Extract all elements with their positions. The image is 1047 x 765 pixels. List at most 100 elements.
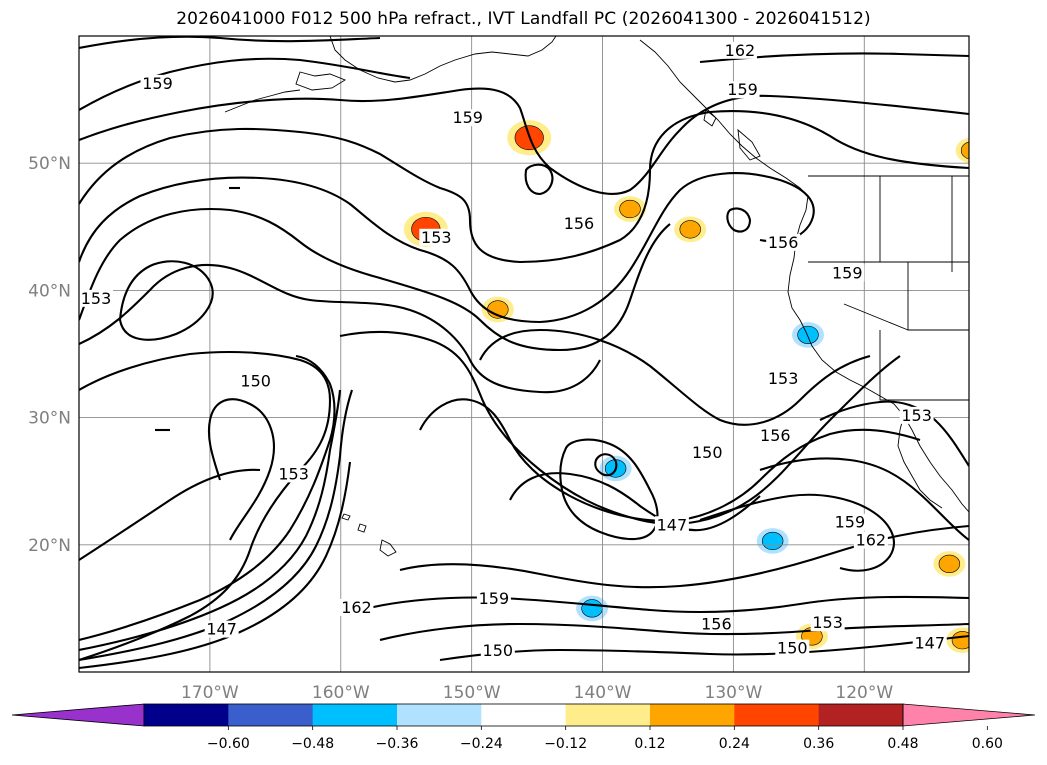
contour-label: 162 — [856, 531, 887, 550]
contour-label-bg — [339, 598, 374, 616]
ivt-shaded-region — [933, 551, 966, 577]
contour-label-bg — [238, 372, 273, 390]
contour-label: 150 — [777, 639, 808, 658]
colorbar-tick-label: 0.36 — [803, 736, 834, 752]
lon-tick-label: 150°W — [443, 683, 501, 703]
contour-label-bg — [832, 513, 867, 531]
colorbar-segment — [481, 704, 567, 726]
ivt-outer-fill — [955, 137, 969, 164]
colorbar-tick-label: 0.48 — [887, 736, 918, 752]
colorbar-segment — [734, 704, 820, 726]
contour-label-bg — [810, 614, 845, 632]
contour-label: 156 — [701, 614, 732, 633]
contour-label-bg — [899, 406, 934, 424]
contour-label-bg — [758, 427, 793, 445]
contour-label-bg — [476, 590, 511, 608]
ivt-inner-fill — [679, 220, 701, 239]
ivt-shaded-region — [756, 528, 789, 554]
lon-tick-label: 160°W — [312, 683, 370, 703]
contour-label: 159 — [835, 513, 866, 532]
colorbar: −0.60 −0.48 −0.36 −0.24 −0.12 0.12 0.24 0.36 0.4… — [11, 703, 1036, 752]
contour-label: 150 — [692, 443, 723, 462]
ivt-shaded-region — [955, 137, 969, 164]
contour-label-bg — [480, 642, 515, 660]
contour-label: 153 — [421, 228, 452, 247]
colorbar-frame — [143, 703, 904, 727]
colorbar-tick-label: 0.24 — [719, 736, 750, 752]
ivt-shaded-region — [946, 627, 969, 653]
contour-label: 147 — [206, 620, 237, 639]
contour-label-bg — [775, 639, 810, 657]
colorbar-tick-label: −0.60 — [207, 736, 250, 752]
contour-label-bg — [725, 81, 760, 99]
colorbar-tick-label: 0.12 — [634, 736, 665, 752]
lon-tick-label: 120°W — [835, 683, 893, 703]
ivt-inner-fill — [938, 554, 961, 573]
contour-label: 159 — [727, 80, 758, 99]
contour-label: 153 — [81, 289, 112, 308]
lon-tick-label: 140°W — [574, 683, 632, 703]
contour-label-bg — [912, 634, 947, 652]
colorbar-segment — [397, 704, 482, 726]
colorbar-extend-high — [902, 703, 1036, 727]
contour-label: 162 — [341, 598, 372, 617]
contour-label: 153 — [812, 613, 843, 632]
lon-tick-label: 170°W — [181, 683, 239, 703]
axis-tick-labels: 50°N 40°N 30°N 20°N 170°W 160°W 150°W 140°W 130°… — [28, 154, 893, 703]
contour-label: 150 — [240, 372, 271, 391]
lat-tick-label: 30°N — [28, 409, 71, 429]
contour-label: 153 — [768, 369, 799, 388]
contour-label: 153 — [901, 406, 932, 425]
contour-label: 162 — [725, 41, 756, 60]
contour-label-bg — [830, 264, 865, 282]
ivt-inner-fill — [761, 531, 784, 551]
contour-label: 150 — [483, 641, 514, 660]
contour-label: 153 — [278, 464, 309, 483]
chart-title: 2026041000 F012 500 hPa refract., IVT La… — [176, 9, 871, 29]
ivt-shaded-region — [792, 322, 825, 348]
lat-tick-label: 20°N — [28, 536, 71, 556]
contour-label: 156 — [760, 426, 791, 445]
colorbar-tick-label: −0.24 — [460, 736, 503, 752]
ivt-inner-fill — [797, 325, 819, 345]
contour-label-bg — [140, 74, 175, 92]
contour-label-bg — [450, 109, 485, 127]
contour-label-bg — [766, 233, 801, 251]
colorbar-segment — [144, 704, 229, 726]
colorbar-tick-label: −0.36 — [376, 736, 419, 752]
colorbar-segment — [565, 704, 651, 726]
plot-frame — [78, 35, 970, 673]
colorbar-tick-label: −0.12 — [544, 736, 587, 752]
contour-label: 159 — [142, 74, 173, 93]
colorbar-segment — [650, 704, 735, 726]
colorbar-tick-label: 0.60 — [972, 736, 1003, 752]
colorbar-tick-label: −0.48 — [291, 736, 334, 752]
contour-label-bg — [699, 615, 734, 633]
contour-label-bg — [654, 516, 689, 534]
ivt-shaded-region — [674, 216, 707, 243]
contour-label: 159 — [479, 589, 510, 608]
contour-label-bg — [853, 531, 888, 549]
contour-label-bg — [690, 443, 725, 461]
contour-label-bg — [766, 369, 801, 387]
colorbar-segment — [818, 704, 904, 726]
gridlines — [79, 36, 969, 672]
ivt-inner-fill — [951, 631, 969, 650]
colorbar-segment — [312, 704, 398, 726]
lat-tick-label: 40°N — [28, 281, 71, 301]
contour-label-bg — [561, 214, 596, 232]
ivt-shaded-region — [576, 595, 609, 622]
ivt-inner-fill — [960, 141, 969, 160]
contour-label-bg — [722, 41, 757, 59]
contour-label: 147 — [657, 515, 688, 534]
ivt-inner-fill — [581, 599, 603, 618]
contour-label: 159 — [452, 108, 483, 127]
colorbar-segment — [228, 704, 314, 726]
contour-label-bg — [276, 465, 311, 483]
colorbar-extend-low — [11, 703, 145, 727]
contour-label-bg — [419, 228, 454, 246]
contour-labels: 1621591591591531561561591531531501531501… — [79, 41, 947, 660]
contour-label-bg — [79, 289, 114, 307]
ivt-outer-fill — [1008, 532, 1040, 558]
